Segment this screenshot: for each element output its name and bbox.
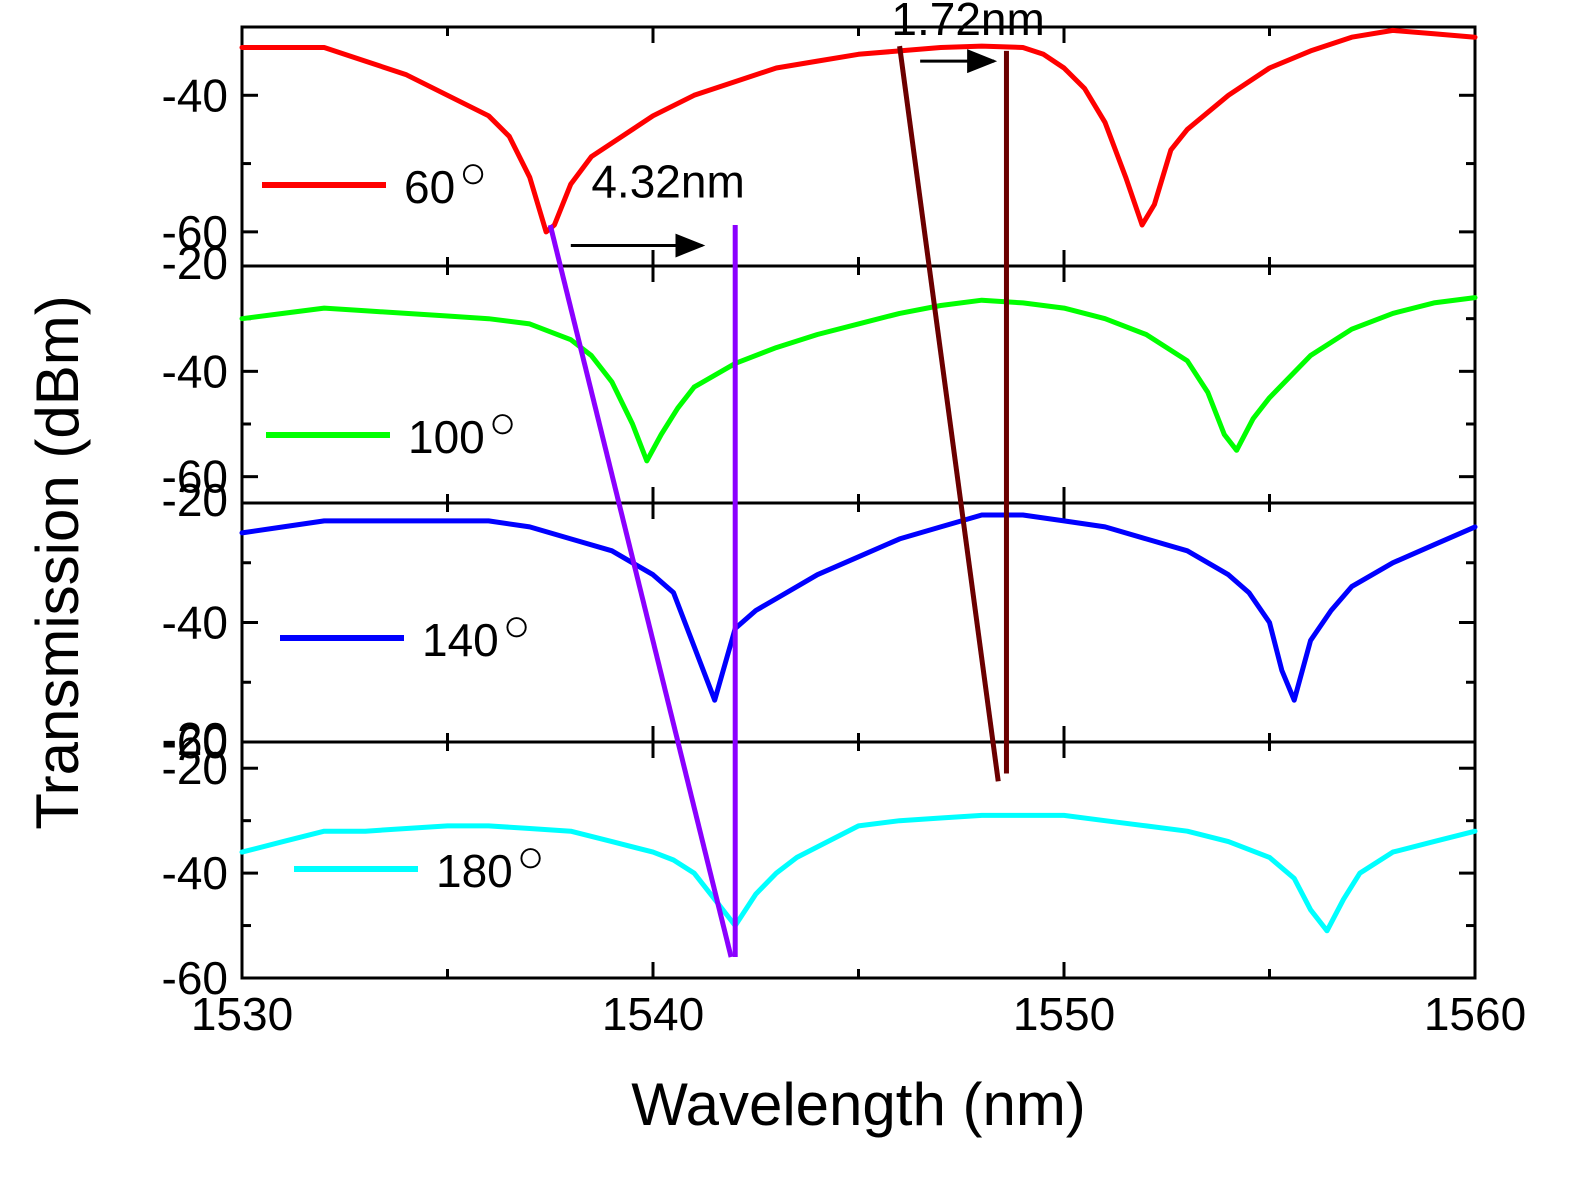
- series-line-60: [239, 27, 1478, 235]
- y-panel-edge-label: -20: [162, 474, 228, 526]
- legend-label-100: 100: [408, 411, 485, 463]
- y-panel-edge-label: -60: [162, 716, 228, 768]
- x-tick-label: 1560: [1424, 988, 1526, 1040]
- legend-label-180: 180: [436, 845, 513, 897]
- y-tick-label: -40: [162, 345, 228, 397]
- y-tick-label: -20: [162, 742, 228, 794]
- legend-label-60: 60: [404, 161, 455, 213]
- legend-degree-symbol: ○: [517, 830, 545, 882]
- annotation-1-diagonal-line: [547, 224, 734, 958]
- y-axes: -60-40-20-60-40-20-40-20-60-60-40-20: [162, 25, 1475, 1004]
- legend-degree-symbol: ○: [503, 599, 531, 651]
- y-tick-label: -60: [162, 206, 228, 258]
- y-tick-label: -60: [162, 451, 228, 503]
- legend-degree-symbol: ○: [489, 396, 517, 448]
- series-line-140: [239, 512, 1478, 703]
- y-tick-label: -40: [162, 597, 228, 649]
- annotation-2-diagonal-line: [897, 45, 1001, 782]
- y-axis-title: Transmission (dBm): [24, 295, 91, 830]
- y-tick-label: -40: [162, 69, 228, 121]
- x-tick-label: 1550: [1013, 988, 1115, 1040]
- legends: 60 ○100 ○140 ○180 ○: [262, 146, 545, 897]
- legend-degree-symbol: ○: [459, 146, 487, 198]
- annotations: 4.32nm 1.72nm: [547, 0, 1045, 958]
- y-panel-edge-label: -20: [162, 713, 228, 765]
- x-tick-label: 1540: [602, 988, 704, 1040]
- y-tick-label: -40: [162, 847, 228, 899]
- x-axis: 1530 1540 1550 1560: [191, 27, 1526, 1040]
- series-group: [239, 27, 1478, 934]
- x-tick-label: 1530: [191, 988, 293, 1040]
- series-line-180: [239, 812, 1478, 934]
- series-line-100: [239, 295, 1478, 464]
- y-tick-label: -60: [162, 952, 228, 1004]
- legend-label-140: 140: [422, 614, 499, 666]
- annotation-1-label: 4.32nm: [591, 156, 744, 208]
- x-axis-title: Wavelength (nm): [631, 1071, 1086, 1138]
- annotation-2-label: 1.72nm: [891, 0, 1044, 45]
- y-panel-edge-label: -20: [162, 237, 228, 289]
